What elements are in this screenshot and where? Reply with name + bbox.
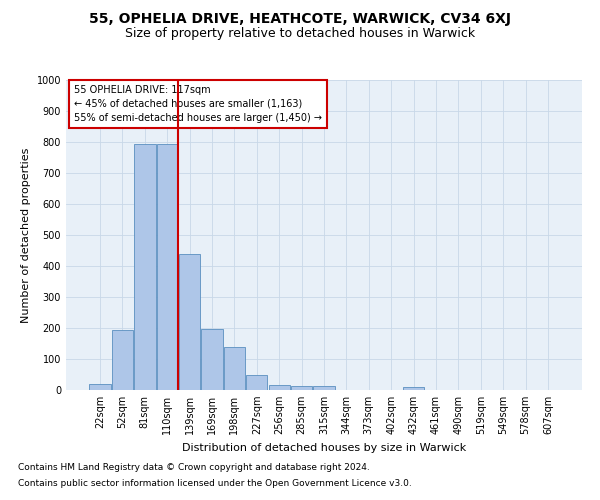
Text: Contains HM Land Registry data © Crown copyright and database right 2024.: Contains HM Land Registry data © Crown c… bbox=[18, 464, 370, 472]
Bar bbox=[157, 144, 178, 390]
Bar bbox=[89, 384, 111, 390]
Bar bbox=[291, 386, 312, 390]
Text: Size of property relative to detached houses in Warwick: Size of property relative to detached ho… bbox=[125, 28, 475, 40]
Bar bbox=[202, 329, 223, 390]
Bar bbox=[313, 386, 335, 390]
Bar bbox=[112, 330, 133, 390]
Bar bbox=[403, 387, 424, 390]
Bar bbox=[179, 254, 200, 390]
Text: 55, OPHELIA DRIVE, HEATHCOTE, WARWICK, CV34 6XJ: 55, OPHELIA DRIVE, HEATHCOTE, WARWICK, C… bbox=[89, 12, 511, 26]
Text: 55 OPHELIA DRIVE: 117sqm
← 45% of detached houses are smaller (1,163)
55% of sem: 55 OPHELIA DRIVE: 117sqm ← 45% of detach… bbox=[74, 84, 322, 122]
Bar bbox=[134, 144, 155, 390]
Bar bbox=[269, 386, 290, 390]
Bar bbox=[246, 374, 268, 390]
X-axis label: Distribution of detached houses by size in Warwick: Distribution of detached houses by size … bbox=[182, 442, 466, 452]
Bar bbox=[224, 346, 245, 390]
Y-axis label: Number of detached properties: Number of detached properties bbox=[21, 148, 31, 322]
Text: Contains public sector information licensed under the Open Government Licence v3: Contains public sector information licen… bbox=[18, 478, 412, 488]
